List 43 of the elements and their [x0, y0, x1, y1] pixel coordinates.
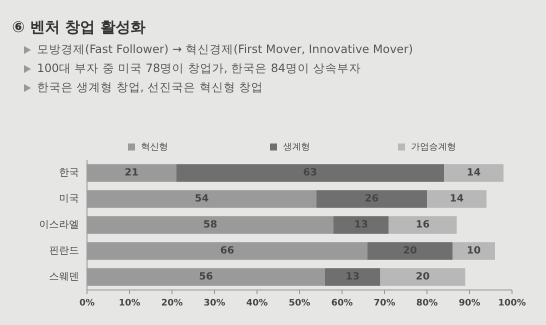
data-label: 58: [203, 220, 218, 231]
data-label: 14: [450, 194, 464, 205]
x-tick-label: 70%: [374, 298, 396, 308]
x-tick-label: 90%: [458, 298, 480, 308]
y-tick-label: 스웨덴: [49, 272, 79, 283]
text: 100대 부자 중 미국 78명이 창업가, 한국은 84명이 상속부자: [37, 61, 362, 76]
data-label: 14: [466, 168, 481, 179]
bar: [444, 164, 504, 182]
x-tick-label: 100%: [498, 298, 526, 308]
chart-title: ⑥ 벤처 창업 활성화: [12, 18, 146, 36]
data-label: 20: [416, 272, 430, 283]
legend-label: 혁신형: [141, 142, 168, 152]
bar: [325, 268, 380, 286]
x-tick-label: 30%: [204, 298, 226, 308]
x-tick-label: 20%: [161, 298, 183, 308]
data-label: 21: [124, 168, 139, 179]
x-tick-label: 0%: [79, 298, 95, 308]
y-tick-label: 이스라엘: [39, 220, 79, 231]
x-tick-label: 40%: [246, 298, 268, 308]
bar: [452, 242, 495, 260]
data-label: 66: [220, 246, 234, 257]
bar: [316, 190, 427, 208]
bar: [334, 216, 389, 234]
bar: [368, 242, 452, 260]
data-label: 54: [194, 194, 209, 205]
text: 한국은 생계형 창업, 선진국은 혁신형 창업: [37, 80, 263, 94]
x-tick-label: 10%: [118, 298, 140, 308]
y-tick-label: 미국: [59, 194, 79, 205]
data-label: 56: [199, 272, 213, 283]
text: 모방경제(Fast Follower) → 혁신경제(First Mover, Innovative Mover): [37, 42, 413, 56]
bar: [388, 216, 457, 234]
data-label: 10: [466, 246, 481, 257]
x-tick-label: 60%: [331, 298, 353, 308]
bar: [427, 190, 486, 208]
y-tick-label: 한국: [59, 168, 79, 179]
x-tick-label: 50%: [288, 298, 310, 308]
y-tick-label: 핀란드: [49, 246, 79, 257]
bar: [176, 164, 444, 182]
data-label: 16: [416, 220, 430, 231]
legend-label: 생계형: [283, 142, 310, 152]
bar: [380, 268, 466, 286]
x-tick-label: 80%: [416, 298, 438, 308]
legend-label: 가업승계형: [411, 142, 456, 152]
